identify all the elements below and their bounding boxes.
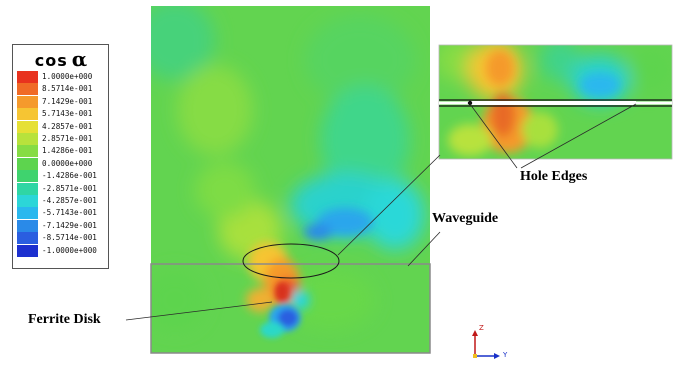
legend-swatch	[17, 133, 38, 145]
legend-value-label: 4.2857e-001	[42, 121, 93, 131]
leader-lines	[125, 103, 637, 321]
legend-title-symbol: α	[71, 47, 89, 71]
legend-value-label: 0.0000e+000	[42, 158, 93, 168]
legend-swatch	[17, 95, 38, 108]
legend-entry: -8.5714e-001	[17, 232, 107, 245]
legend-value-label: -2.8571e-001	[42, 183, 97, 193]
legend-value-label: 7.1429e-001	[42, 96, 93, 106]
legend-entry: 4.2857e-001	[17, 120, 107, 133]
legend-value-label: -4.2857e-001	[42, 196, 97, 205]
hole-edge-leader-right	[520, 103, 637, 169]
legend-swatch	[17, 207, 38, 220]
waveguide-outline	[150, 263, 431, 354]
axis-triad	[472, 330, 500, 359]
legend-swatch	[17, 71, 38, 83]
legend-entry: 0.0000e+000	[17, 157, 107, 170]
legend-swatch	[17, 182, 38, 195]
legend-swatch	[17, 120, 38, 133]
waveguide-leader-line	[407, 231, 441, 267]
legend-title: cos α	[13, 47, 110, 71]
zoom-leader-line	[337, 154, 441, 256]
legend-title-text: cos	[34, 51, 68, 70]
legend-value-label: -7.1429e-001	[42, 220, 97, 230]
legend-swatch	[17, 232, 38, 245]
legend-entry: -1.0000e+000	[17, 244, 107, 257]
legend-entry: 1.4286e-001	[17, 145, 107, 158]
legend-swatch	[17, 195, 38, 207]
legend-entry: -4.2857e-001	[17, 195, 107, 207]
legend-entry: 7.1429e-001	[17, 95, 107, 108]
z-axis-label: Z	[479, 324, 484, 332]
legend-swatch	[17, 145, 38, 158]
legend-entry: 2.8571e-001	[17, 133, 107, 145]
legend-value-label: -5.7143e-001	[42, 208, 97, 218]
legend-entry: -1.4286e-001	[17, 170, 107, 183]
waveguide-label: Waveguide	[432, 211, 499, 226]
legend-value-label: 8.5714e-001	[42, 84, 93, 94]
inset-zoom-plot	[438, 44, 673, 160]
legend-value-label: -1.4286e-001	[42, 171, 97, 181]
main-field-plot	[150, 6, 431, 354]
legend-swatch	[17, 83, 38, 96]
hole-edges-label: Hole Edges	[520, 169, 588, 184]
legend-swatch	[17, 244, 38, 257]
legend-value-label: -1.0000e+000	[42, 245, 97, 255]
y-axis-label: Y	[503, 351, 508, 359]
legend-swatch	[17, 219, 38, 232]
legend-entry: 1.0000e+000	[17, 71, 107, 83]
inset-hole-gap	[468, 101, 636, 105]
legend-value-label: 2.8571e-001	[42, 134, 93, 143]
legend-swatch	[17, 108, 38, 121]
legend-entry: -7.1429e-001	[17, 219, 107, 232]
legend-entry: 8.5714e-001	[17, 83, 107, 96]
legend-entry: -2.8571e-001	[17, 182, 107, 195]
legend-value-label: 5.7143e-001	[42, 109, 93, 119]
color-legend: cos α 1.0000e+000 8.5714e-001 7.1429e-001 5.…	[12, 44, 109, 269]
legend-swatch	[17, 157, 38, 170]
legend-value-label: -8.5714e-001	[42, 233, 97, 243]
ferrite-leader-line	[125, 301, 273, 321]
legend-value-label: 1.0000e+000	[42, 72, 93, 81]
hole-edge-marker-left	[467, 100, 473, 106]
hole-edge-leader-left	[469, 103, 518, 169]
legend-entry: 5.7143e-001	[17, 108, 107, 121]
legend-swatch	[17, 170, 38, 183]
hole-highlight-ellipse	[242, 243, 340, 279]
legend-value-label: 1.4286e-001	[42, 146, 93, 156]
ferrite-disk-label: Ferrite Disk	[28, 312, 101, 327]
legend-entry: -5.7143e-001	[17, 207, 107, 220]
